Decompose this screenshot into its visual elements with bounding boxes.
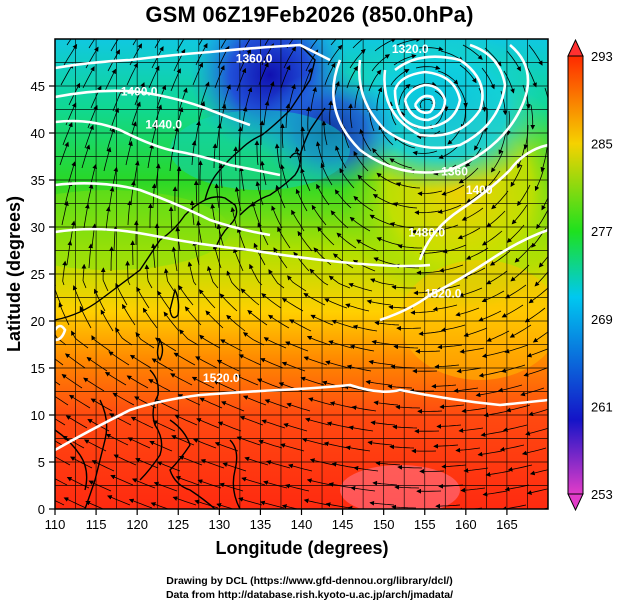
y-tick-label: 30 — [31, 220, 45, 235]
y-tick-label: 10 — [31, 408, 45, 423]
colorbar-bottom-arrow — [567, 493, 584, 512]
contour-label: 1320.0 — [392, 42, 429, 56]
x-tick-label: 120 — [126, 517, 148, 532]
x-axis-ticks: 110 115 120 125 130 135 140 145 150 155 160 165 — [45, 509, 518, 532]
contour-label: 1440.0 — [145, 117, 182, 131]
contour-label: 1520.0 — [425, 287, 462, 301]
x-tick-label: 165 — [496, 517, 518, 532]
y-tick-label: 20 — [31, 314, 45, 329]
x-tick-label: 130 — [208, 517, 230, 532]
colorbar-label: 253 — [591, 487, 613, 502]
y-tick-label: 0 — [38, 502, 45, 517]
x-axis-title: Longitude (degrees) — [215, 538, 388, 558]
colorbar: 293 285 277 269 261 253 — [567, 38, 613, 512]
x-tick-label: 135 — [250, 517, 272, 532]
y-tick-label: 25 — [31, 267, 45, 282]
grid-lines — [54, 38, 549, 510]
y-tick-label: 5 — [38, 455, 45, 470]
x-tick-label: 150 — [373, 517, 395, 532]
colorbar-label: 277 — [591, 224, 613, 239]
colorbar-bar — [567, 55, 584, 495]
y-axis-title: Latitude (degrees) — [4, 196, 24, 352]
contour-label: 1520.0 — [203, 371, 240, 385]
x-tick-label: 125 — [167, 517, 189, 532]
contour-label: 1360.0 — [236, 52, 273, 66]
x-tick-label: 140 — [291, 517, 313, 532]
contour-label: 1360 — [441, 164, 468, 178]
y-tick-label: 40 — [31, 126, 45, 141]
credit-line-2: Data from http://database.rish.kyoto-u.a… — [165, 589, 454, 601]
y-tick-label: 35 — [31, 173, 45, 188]
colorbar-label: 269 — [591, 312, 613, 327]
y-tick-label: 15 — [31, 361, 45, 376]
contour-label: 1400 — [466, 183, 493, 197]
x-tick-label: 160 — [455, 517, 477, 532]
colorbar-label: 261 — [591, 399, 613, 414]
colorbar-top-arrow — [567, 38, 584, 57]
colorbar-label: 285 — [591, 137, 613, 152]
credit-line-1: Drawing by DCL (https://www.gfd-dennou.o… — [166, 575, 453, 587]
contour-labels: 1360.0 1400.0 1440.0 1320.0 1360 1400 1480.0 15… — [121, 42, 493, 385]
x-tick-label: 155 — [414, 517, 436, 532]
x-tick-label: 145 — [332, 517, 354, 532]
contour-label: 1400.0 — [121, 84, 158, 98]
x-tick-label: 110 — [45, 517, 66, 532]
height-contours — [55, 43, 548, 452]
y-axis-ticks: 0 5 10 15 20 25 30 35 40 45 — [31, 79, 55, 517]
y-tick-label: 45 — [31, 79, 45, 94]
colorbar-label: 293 — [591, 49, 613, 64]
page-title: GSM 06Z19Feb2026 (850.0hPa) — [145, 2, 474, 27]
contour-label: 1480.0 — [408, 225, 445, 239]
x-tick-label: 115 — [86, 517, 107, 532]
